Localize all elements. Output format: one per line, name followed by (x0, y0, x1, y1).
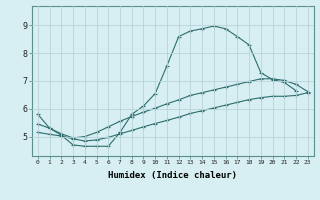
X-axis label: Humidex (Indice chaleur): Humidex (Indice chaleur) (108, 171, 237, 180)
